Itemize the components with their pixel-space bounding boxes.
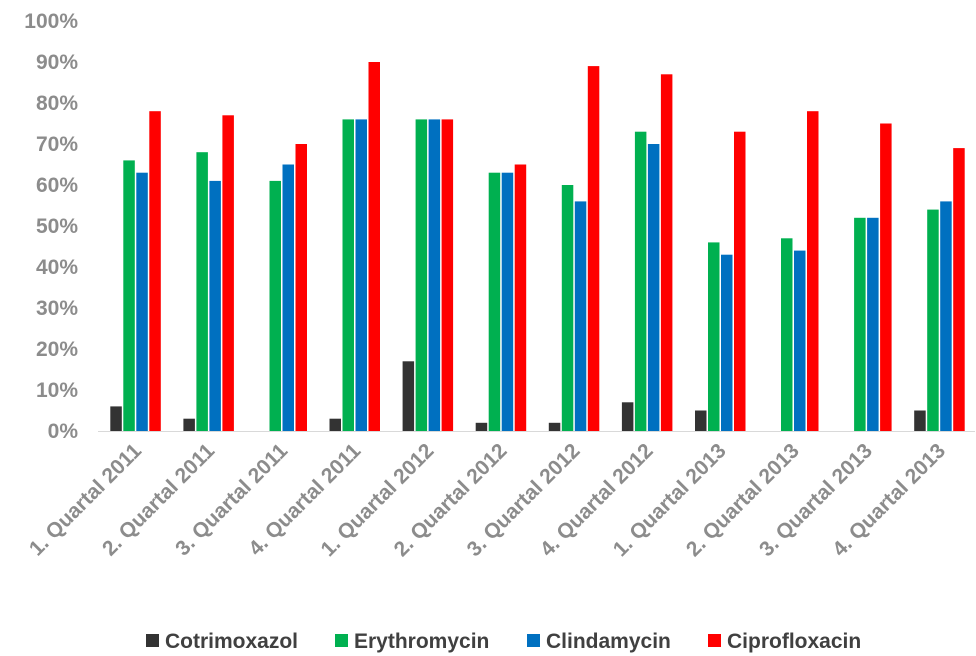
- y-tick-label: 100%: [24, 10, 78, 33]
- bar: [209, 180, 221, 431]
- y-tick-label: 20%: [36, 338, 78, 361]
- bar: [123, 160, 135, 431]
- bar: [634, 131, 647, 431]
- bar: [196, 152, 208, 431]
- bar: [222, 115, 234, 432]
- bar: [721, 254, 733, 431]
- bar: [914, 410, 926, 431]
- bar: [867, 217, 879, 431]
- bar: [110, 406, 122, 431]
- legend-swatch: [146, 634, 159, 647]
- bar: [574, 201, 587, 431]
- y-tick-label: 80%: [36, 92, 78, 115]
- y-tick-label: 10%: [36, 379, 78, 402]
- y-tick-label: 90%: [36, 51, 78, 74]
- bar: [695, 410, 707, 431]
- legend-item: Clindamycin: [527, 630, 671, 653]
- legend: Cotrimoxazol Erythromycin Clindamycin Cipro…: [146, 630, 861, 653]
- y-tick-label: 70%: [36, 133, 78, 156]
- legend-item: Erythromycin: [335, 630, 489, 653]
- legend-item: Cotrimoxazol: [146, 630, 298, 653]
- bar: [149, 111, 161, 431]
- y-tick-label: 50%: [36, 215, 78, 238]
- bar: [282, 164, 294, 431]
- bar: [501, 172, 514, 431]
- legend-swatch: [335, 634, 348, 647]
- legend-label: Ciprofloxacin: [727, 630, 861, 653]
- bar: [368, 62, 380, 431]
- legend-label: Erythromycin: [354, 630, 489, 653]
- bar: [660, 74, 673, 432]
- bar: [355, 119, 367, 432]
- bar: [488, 172, 501, 431]
- legend-swatch: [527, 634, 540, 647]
- y-axis: 0% 10% 20% 30% 40% 50% 60% 70% 80% 90% 100%: [24, 10, 78, 443]
- bar: [734, 131, 746, 431]
- bar: [136, 172, 148, 431]
- bar: [441, 119, 454, 432]
- bar: [807, 111, 819, 431]
- y-tick-label: 40%: [36, 256, 78, 279]
- bar: [708, 242, 720, 431]
- bar: [647, 144, 660, 431]
- bar: [475, 422, 488, 431]
- bar: [402, 361, 415, 431]
- legend-item: Ciprofloxacin: [708, 630, 861, 653]
- bars: [110, 62, 965, 432]
- bar: [548, 422, 561, 431]
- bar: [781, 238, 793, 431]
- legend-label: Cotrimoxazol: [165, 630, 298, 653]
- y-tick-label: 0%: [48, 420, 79, 443]
- bar: [295, 144, 307, 431]
- bar: [415, 119, 428, 432]
- bar: [587, 66, 600, 431]
- legend-label: Clindamycin: [546, 630, 671, 653]
- bar: [794, 250, 806, 431]
- y-tick-label: 30%: [36, 297, 78, 320]
- bar: [269, 180, 281, 431]
- y-tick-label: 60%: [36, 174, 78, 197]
- bar: [514, 164, 527, 431]
- bar: [854, 217, 866, 431]
- bar: [329, 418, 341, 431]
- bar: [953, 148, 965, 431]
- bar: [561, 185, 574, 431]
- bar: [880, 123, 892, 431]
- bar: [927, 209, 939, 431]
- bar: [428, 119, 441, 432]
- bar: [183, 418, 195, 431]
- bar: [342, 119, 354, 432]
- bar: [621, 402, 634, 431]
- legend-swatch: [708, 634, 721, 647]
- bar: [940, 201, 952, 431]
